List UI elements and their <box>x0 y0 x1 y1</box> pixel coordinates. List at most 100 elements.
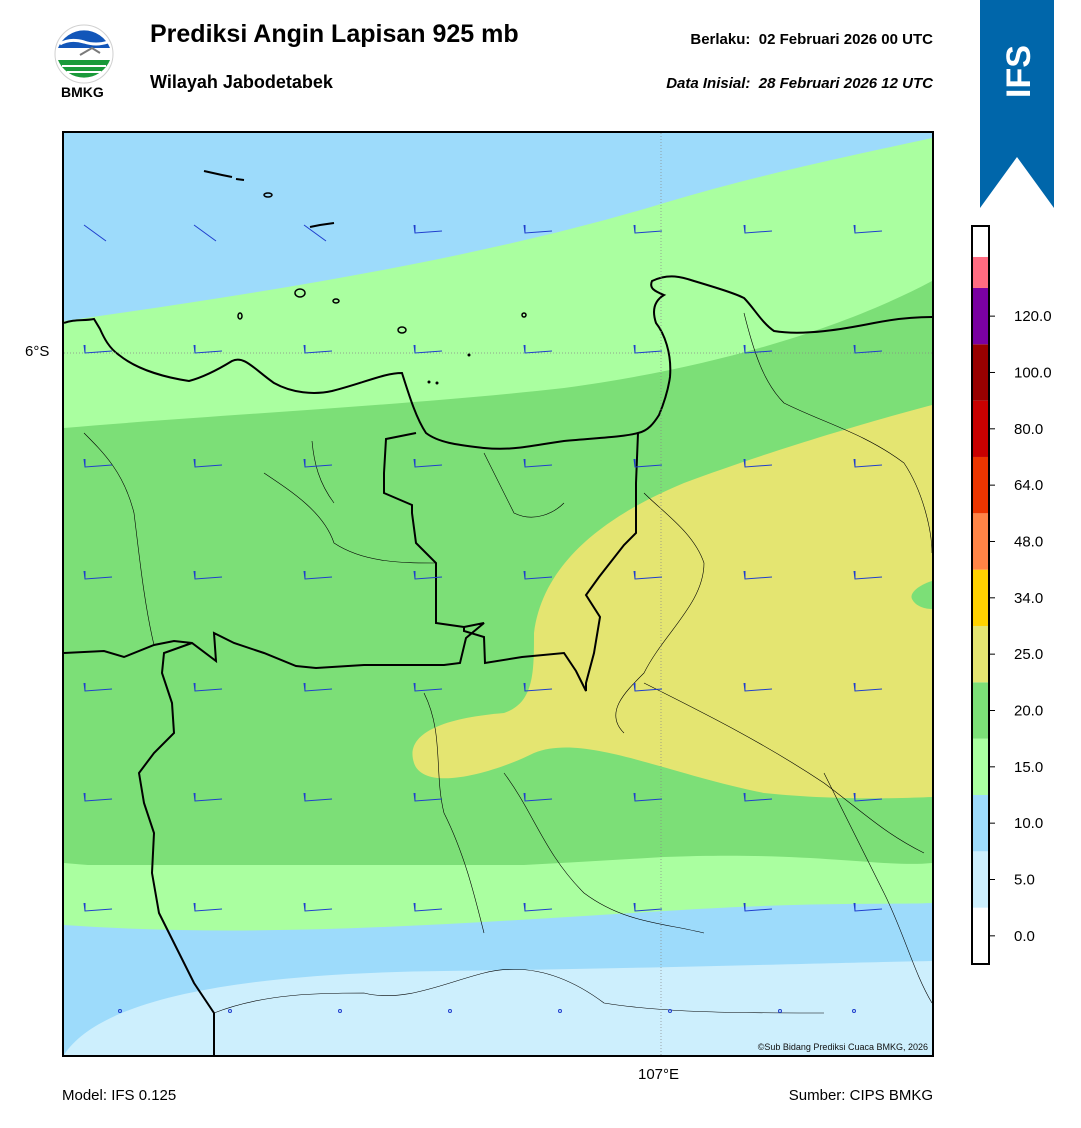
wind-barb <box>83 224 107 242</box>
wind-barb <box>303 902 333 912</box>
island <box>467 353 471 357</box>
wind-barb <box>193 458 223 468</box>
calm-wind-marker <box>668 1009 672 1013</box>
wind-map[interactable]: ©Sub Bidang Prediksi Cuaca BMKG, 2026 <box>62 131 934 1057</box>
wind-barb <box>193 792 223 802</box>
wind-barb <box>523 792 553 802</box>
wind-barb <box>633 682 663 692</box>
calm-wind-marker <box>448 1009 452 1013</box>
island <box>235 178 245 181</box>
colorbar-label: 20.0 <box>1014 702 1043 719</box>
wind-barb <box>633 344 663 354</box>
source-text: Sumber: CIPS BMKG <box>788 1087 933 1104</box>
valid-value: 02 Februari 2026 00 UTC <box>758 31 933 48</box>
wind-barb <box>413 682 443 692</box>
calm-wind-marker <box>558 1009 562 1013</box>
province-border <box>137 642 215 1055</box>
colorbar-label: 100.0 <box>1014 364 1052 381</box>
island <box>309 222 335 228</box>
copyright: ©Sub Bidang Prediksi Cuaca BMKG, 2026 <box>757 1042 928 1052</box>
wind-barb <box>743 344 773 354</box>
valid-time: Berlaku: 02 Februari 2026 00 UTC <box>690 31 933 48</box>
wind-barb <box>633 224 663 234</box>
colorbar-label: 48.0 <box>1014 533 1043 550</box>
region-subtitle: Wilayah Jabodetabek <box>150 72 333 92</box>
wind-barb <box>413 792 443 802</box>
band-20-25-zone <box>412 405 932 799</box>
wind-barb <box>633 570 663 580</box>
wind-barb <box>193 344 223 354</box>
wind-barb <box>523 224 553 234</box>
wind-barb <box>83 458 113 468</box>
wind-barb <box>633 902 663 912</box>
colorbar-swatch <box>972 738 989 795</box>
colorbar-swatch <box>972 287 989 345</box>
calm-wind-marker <box>228 1009 232 1013</box>
wind-barb <box>303 224 327 242</box>
island <box>332 298 340 304</box>
colorbar-swatch <box>972 907 989 964</box>
wind-barb <box>303 792 333 802</box>
wind-barb <box>523 682 553 692</box>
band-15-20-islet <box>911 581 932 609</box>
island <box>435 381 439 385</box>
wind-barb <box>413 344 443 354</box>
wind-barbs <box>83 224 883 1013</box>
colorbar-legend: 0.0 5.0 10.0 15.0 20.0 25.0 34.0 48.0 64.0 80.0 10… <box>970 224 1080 969</box>
wind-barb <box>853 224 883 234</box>
regency-borders <box>83 312 932 1014</box>
band-0-5 <box>64 961 932 1055</box>
colorbar-swatch <box>972 569 989 626</box>
colorbar-label: 10.0 <box>1014 815 1043 832</box>
island <box>397 326 407 334</box>
island <box>427 380 431 384</box>
init-time: Data Inisial: 28 Februari 2026 12 UTC <box>666 75 933 92</box>
colorbar-label: 15.0 <box>1014 759 1043 776</box>
wind-barb <box>193 224 217 242</box>
model-ribbon: IFS <box>980 0 1054 208</box>
wind-barb <box>743 224 773 234</box>
wind-barb <box>413 224 443 234</box>
wind-barb <box>633 458 663 468</box>
calm-wind-marker <box>118 1009 122 1013</box>
island <box>263 192 273 198</box>
wind-barb <box>83 570 113 580</box>
province-border <box>64 622 485 670</box>
init-value: 28 Februari 2026 12 UTC <box>758 75 933 92</box>
colorbar-swatch <box>972 625 989 683</box>
wind-barb <box>633 792 663 802</box>
colorbar-label: 120.0 <box>1014 308 1052 325</box>
colorbar-swatch <box>972 344 989 401</box>
colorbar-label: 5.0 <box>1014 871 1035 888</box>
wind-barb <box>853 682 883 692</box>
wind-barb <box>413 902 443 912</box>
lat-label: 6°S <box>25 343 50 360</box>
colorbar-label: 64.0 <box>1014 477 1043 494</box>
wind-barb <box>83 792 113 802</box>
wind-barb <box>523 902 553 912</box>
wind-barb <box>413 458 443 468</box>
wind-barb <box>303 458 333 468</box>
island <box>521 312 527 318</box>
lon-label: 107°E <box>638 1066 680 1083</box>
island <box>294 288 306 298</box>
colorbar-swatch <box>972 256 989 288</box>
model-badge: IFS <box>1000 45 1038 98</box>
logo-text: BMKG <box>61 84 104 100</box>
colorbar-frame <box>971 225 990 965</box>
calm-wind-marker <box>778 1009 782 1013</box>
wind-barb <box>743 682 773 692</box>
colorbar-label: 80.0 <box>1014 421 1043 438</box>
wind-barb <box>853 458 883 468</box>
island <box>203 170 233 178</box>
wind-barb <box>853 570 883 580</box>
province-border <box>383 432 639 692</box>
wind-barb <box>853 344 883 354</box>
wind-barb <box>83 344 113 354</box>
wind-barb <box>193 570 223 580</box>
colorbar-swatch <box>972 513 989 570</box>
bmkg-logo: BMKG <box>50 18 120 104</box>
colorbar-label: 0.0 <box>1014 928 1035 945</box>
wind-barb <box>853 792 883 802</box>
wind-barb <box>743 458 773 468</box>
